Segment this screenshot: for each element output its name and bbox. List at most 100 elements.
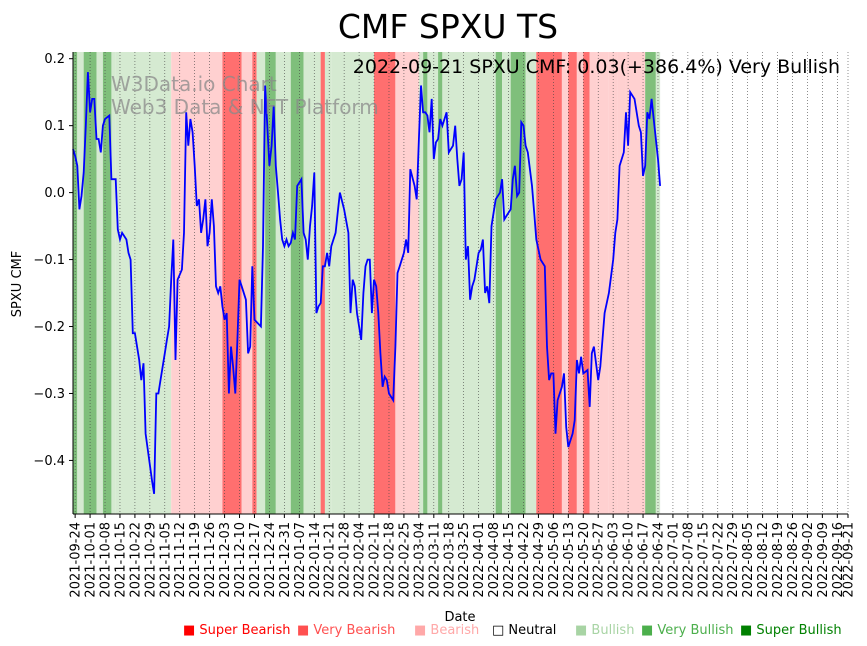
band-bullish [111, 52, 116, 514]
series-line-spxu-cmf [72, 72, 661, 495]
x-tick-label: 2021-12-31 [278, 522, 293, 598]
x-tick-label: 2022-02-11 [368, 522, 383, 598]
legend-marker-icon: ■ [297, 623, 313, 638]
legend-marker-icon: ■ [740, 623, 756, 638]
x-tick-label: 2021-11-19 [188, 522, 203, 598]
x-tick-label: 2022-07-29 [726, 522, 741, 598]
x-tick-label: 2022-07-22 [711, 522, 726, 598]
legend: ■ Super Bearish ■ Very Bearish ■ Bearish □ … [183, 623, 842, 638]
band-very-bearish [568, 52, 577, 514]
band-bearish [625, 52, 646, 514]
x-ticks: 2021-09-24 2021-10-01 2021-10-08 2021-10-15… [69, 514, 857, 598]
x-tick-label: 2022-09-16 [831, 522, 846, 598]
x-tick-label: 2021-12-24 [263, 522, 278, 598]
x-tick-label: 2021-10-22 [128, 522, 143, 598]
legend-label: Neutral [508, 623, 556, 638]
x-tick-label: 2021-12-17 [248, 522, 263, 598]
legend-item-super-bullish: ■ Super Bullish [740, 623, 842, 638]
x-tick-label: 2022-05-06 [547, 522, 562, 598]
band-bullish [324, 52, 332, 514]
x-tick-label: 2022-01-07 [293, 522, 308, 598]
regime-bands [73, 52, 661, 514]
y-tick-label: −0.4 [33, 454, 65, 469]
x-tick-label: 2021-12-10 [233, 522, 248, 598]
y-tick-label: −0.1 [33, 253, 65, 268]
band-very-bullish [423, 52, 428, 514]
y-tick-label: −0.3 [33, 387, 65, 402]
x-tick-label: 2022-09-09 [816, 522, 831, 598]
legend-marker-icon: □ [492, 623, 508, 638]
band-bearish [241, 52, 253, 514]
band-very-bearish [536, 52, 562, 514]
x-tick-label: 2021-09-24 [69, 522, 84, 598]
x-tick-label: 2022-08-12 [756, 522, 771, 598]
band-very-bullish [102, 52, 112, 514]
x-tick-label: 2021-10-29 [143, 522, 158, 598]
x-tick-label: 2021-10-08 [99, 522, 114, 598]
legend-label: Bearish [430, 623, 479, 638]
legend-item-super-bearish: ■ Super Bearish [183, 623, 291, 638]
band-bearish [395, 52, 419, 514]
vertical-gridlines [74, 52, 849, 514]
legend-item-bullish: ■ Bullish [575, 623, 634, 638]
band-very-bearish [583, 52, 590, 514]
legend-marker-icon: ■ [414, 623, 430, 638]
band-bullish [427, 52, 439, 514]
y-ticks: 0.2 0.1 0.0 −0.1 −0.2 −0.3 −0.4 [33, 52, 73, 469]
x-tick-label: 2022-06-17 [637, 522, 652, 598]
band-bullish [502, 52, 511, 514]
legend-item-very-bullish: ■ Very Bullish [641, 623, 733, 638]
band-very-bullish [265, 52, 276, 514]
legend-label: Very Bearish [313, 623, 395, 638]
band-bullish [77, 52, 84, 514]
band-bearish [596, 52, 609, 514]
watermark-line-2: Web3 Data & NFT Platform [111, 95, 379, 119]
x-tick-label: 2022-05-20 [577, 522, 592, 598]
x-tick-label: 2021-10-01 [84, 522, 99, 598]
x-tick-label: 2022-06-24 [651, 522, 666, 598]
band-bullish [303, 52, 321, 514]
x-tick-label: 2022-01-28 [338, 522, 353, 598]
x-tick-label: 2022-04-08 [487, 522, 502, 598]
legend-label: Very Bullish [657, 623, 733, 638]
legend-item-very-bearish: ■ Very Bearish [297, 623, 395, 638]
x-tick-label: 2022-03-04 [412, 522, 427, 598]
watermark-line-1: W3Data.io Chart [111, 72, 277, 96]
y-tick-label: 0.2 [44, 52, 65, 67]
legend-label: Super Bullish [756, 623, 841, 638]
y-axis-label: SPXU CMF [10, 251, 25, 317]
band-very-bullish [290, 52, 304, 514]
x-tick-label: 2022-05-27 [592, 522, 607, 598]
band-bearish [561, 52, 569, 514]
x-tick-label: 2022-06-03 [607, 522, 622, 598]
legend-label: Super Bearish [199, 623, 290, 638]
y-tick-label: −0.2 [33, 320, 65, 335]
x-tick-label: 2022-04-15 [502, 522, 517, 598]
x-tick-label: 2022-04-29 [532, 522, 547, 598]
x-tick-label: 2022-03-11 [427, 522, 442, 598]
x-tick-label: 2022-01-14 [308, 522, 323, 598]
x-tick-label: 2022-06-10 [622, 522, 637, 598]
x-tick-label: 2022-07-01 [666, 522, 681, 598]
x-tick-label: 2022-02-25 [397, 522, 412, 598]
axes [72, 52, 848, 515]
x-tick-label: 2021-11-12 [173, 522, 188, 598]
chart-subtitle: 2022-09-21 SPXU CMF: 0.03(+386.4%) Very … [353, 56, 840, 78]
band-bullish [525, 52, 537, 514]
x-tick-label: 2021-11-05 [158, 522, 173, 598]
x-tick-label: 2022-03-18 [442, 522, 457, 598]
band-very-bullish [438, 52, 443, 514]
x-tick-label: 2022-04-22 [517, 522, 532, 598]
y-tick-label: 0.1 [44, 119, 65, 134]
band-very-bearish [222, 52, 242, 514]
band-bullish [418, 52, 424, 514]
legend-item-neutral: □ Neutral [492, 623, 556, 638]
band-very-bearish [320, 52, 325, 514]
legend-marker-icon: ■ [575, 623, 591, 638]
legend-item-bearish: ■ Bearish [414, 623, 479, 638]
band-very-bullish [495, 52, 503, 514]
band-bullish [96, 52, 103, 514]
y-tick-label: 0.0 [44, 186, 65, 201]
band-very-bearish [374, 52, 396, 514]
band-bullish [275, 52, 291, 514]
